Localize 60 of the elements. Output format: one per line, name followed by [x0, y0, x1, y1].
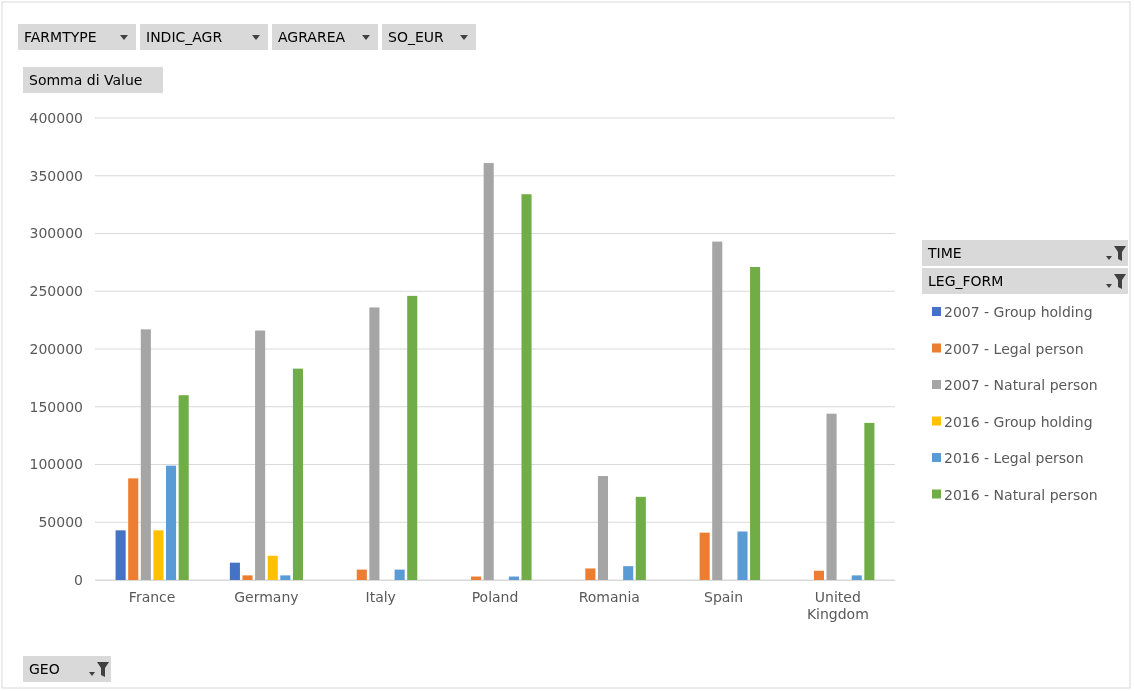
x-tick-label: United Kingdom	[806, 588, 869, 622]
y-tick-label: 100000	[29, 456, 83, 473]
legend-label: 2016 - Group holding	[944, 413, 1093, 430]
text: SO_EUR	[388, 29, 444, 45]
bar	[229, 562, 240, 580]
bar	[585, 568, 596, 580]
bar	[521, 194, 532, 580]
legend-label: 2016 - Natural person	[944, 486, 1098, 503]
bar	[115, 530, 126, 580]
bar	[623, 566, 634, 580]
x-axis-title: GEO	[29, 661, 60, 677]
x-tick-label: Poland	[471, 588, 519, 605]
bar	[369, 307, 380, 580]
y-tick-label: 150000	[29, 398, 83, 415]
bar	[166, 465, 177, 580]
bar	[712, 241, 723, 580]
bar	[635, 496, 646, 580]
x-tick-label: Germany	[234, 588, 299, 605]
bar	[851, 575, 862, 580]
bar	[267, 555, 278, 580]
legend-label: 2007 - Group holding	[944, 304, 1093, 320]
bar	[750, 267, 761, 580]
text: INDIC_AGR	[146, 29, 223, 45]
text: FARMTYPE	[24, 29, 97, 45]
bar	[255, 330, 266, 580]
x-tick-label: France	[128, 588, 176, 605]
legend-label: 2007 - Legal person	[944, 340, 1084, 357]
y-tick-label: 350000	[29, 167, 83, 184]
legend-label: 2007 - Natural person	[944, 377, 1098, 393]
bar	[699, 532, 710, 580]
bar	[737, 531, 748, 580]
bar	[280, 575, 291, 580]
bar	[153, 530, 164, 580]
bar	[483, 163, 494, 580]
bar	[826, 413, 837, 580]
x-tick-label: Spain	[704, 588, 744, 605]
text: AGRAREA	[278, 29, 346, 45]
bar	[242, 575, 253, 580]
bar	[128, 478, 139, 580]
bar	[292, 368, 303, 580]
y-tick-label: 300000	[29, 225, 83, 242]
y-tick-label: 50000	[38, 514, 83, 531]
bar	[864, 422, 875, 580]
text: LEG_FORM	[928, 273, 1004, 289]
y-tick-label: 400000	[29, 109, 83, 126]
legend-label: 2016 - Legal person	[944, 450, 1084, 466]
bar	[407, 295, 418, 580]
bar	[356, 569, 367, 580]
y-axis-title: Somma di Value	[29, 72, 143, 88]
legend-title: TIME	[927, 245, 962, 261]
y-tick-label: 0	[74, 571, 83, 588]
bar	[394, 569, 405, 580]
bar	[140, 329, 151, 580]
y-tick-label: 200000	[29, 340, 83, 357]
y-tick-label: 250000	[29, 283, 83, 300]
x-tick-label: Romania	[578, 588, 640, 605]
bar	[597, 476, 609, 580]
x-tick-label: Italy	[365, 588, 396, 605]
bar	[813, 570, 824, 580]
bar	[178, 395, 189, 580]
